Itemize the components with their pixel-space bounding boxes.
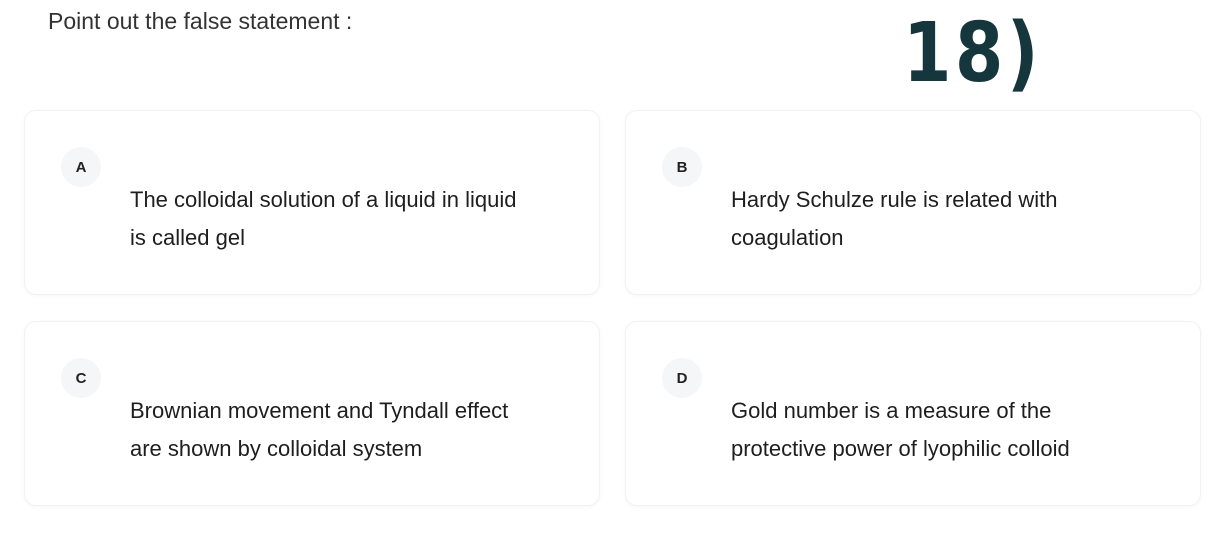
option-text-line: coagulation: [731, 225, 844, 250]
option-text: Brownian movement and Tyndall effect are …: [130, 392, 508, 468]
option-text: The colloidal solution of a liquid in li…: [130, 181, 516, 257]
option-text-line: The colloidal solution of a liquid in li…: [130, 187, 517, 212]
option-letter: A: [61, 147, 101, 187]
option-letter: B: [662, 147, 702, 187]
option-text-line: Hardy Schulze rule is related with: [731, 187, 1058, 212]
option-text-line: Gold number is a measure of the: [731, 398, 1052, 423]
option-card[interactable]: D Gold number is a measure of the protecti…: [625, 321, 1201, 506]
option-text: Gold number is a measure of the protectiv…: [731, 392, 1070, 468]
option-letter: D: [662, 358, 702, 398]
annotation: 18): [903, 6, 1043, 101]
question: Point out the false statement :: [48, 8, 353, 34]
option-letter: C: [61, 358, 101, 398]
option-text-line: protective power of lyophilic colloid: [731, 436, 1070, 461]
option-card[interactable]: B Hardy Schulze rule is related with coagu…: [625, 110, 1201, 295]
option-card[interactable]: A The colloidal solution of a liquid in l…: [24, 110, 600, 295]
option-card[interactable]: C Brownian movement and Tyndall effect are…: [24, 321, 600, 506]
option-text: Hardy Schulze rule is related with coagul…: [731, 181, 1057, 257]
option-text-line: Brownian movement and Tyndall effect: [130, 398, 509, 423]
option-text-line: is called gel: [130, 225, 245, 250]
option-text-line: are shown by colloidal system: [130, 436, 423, 461]
